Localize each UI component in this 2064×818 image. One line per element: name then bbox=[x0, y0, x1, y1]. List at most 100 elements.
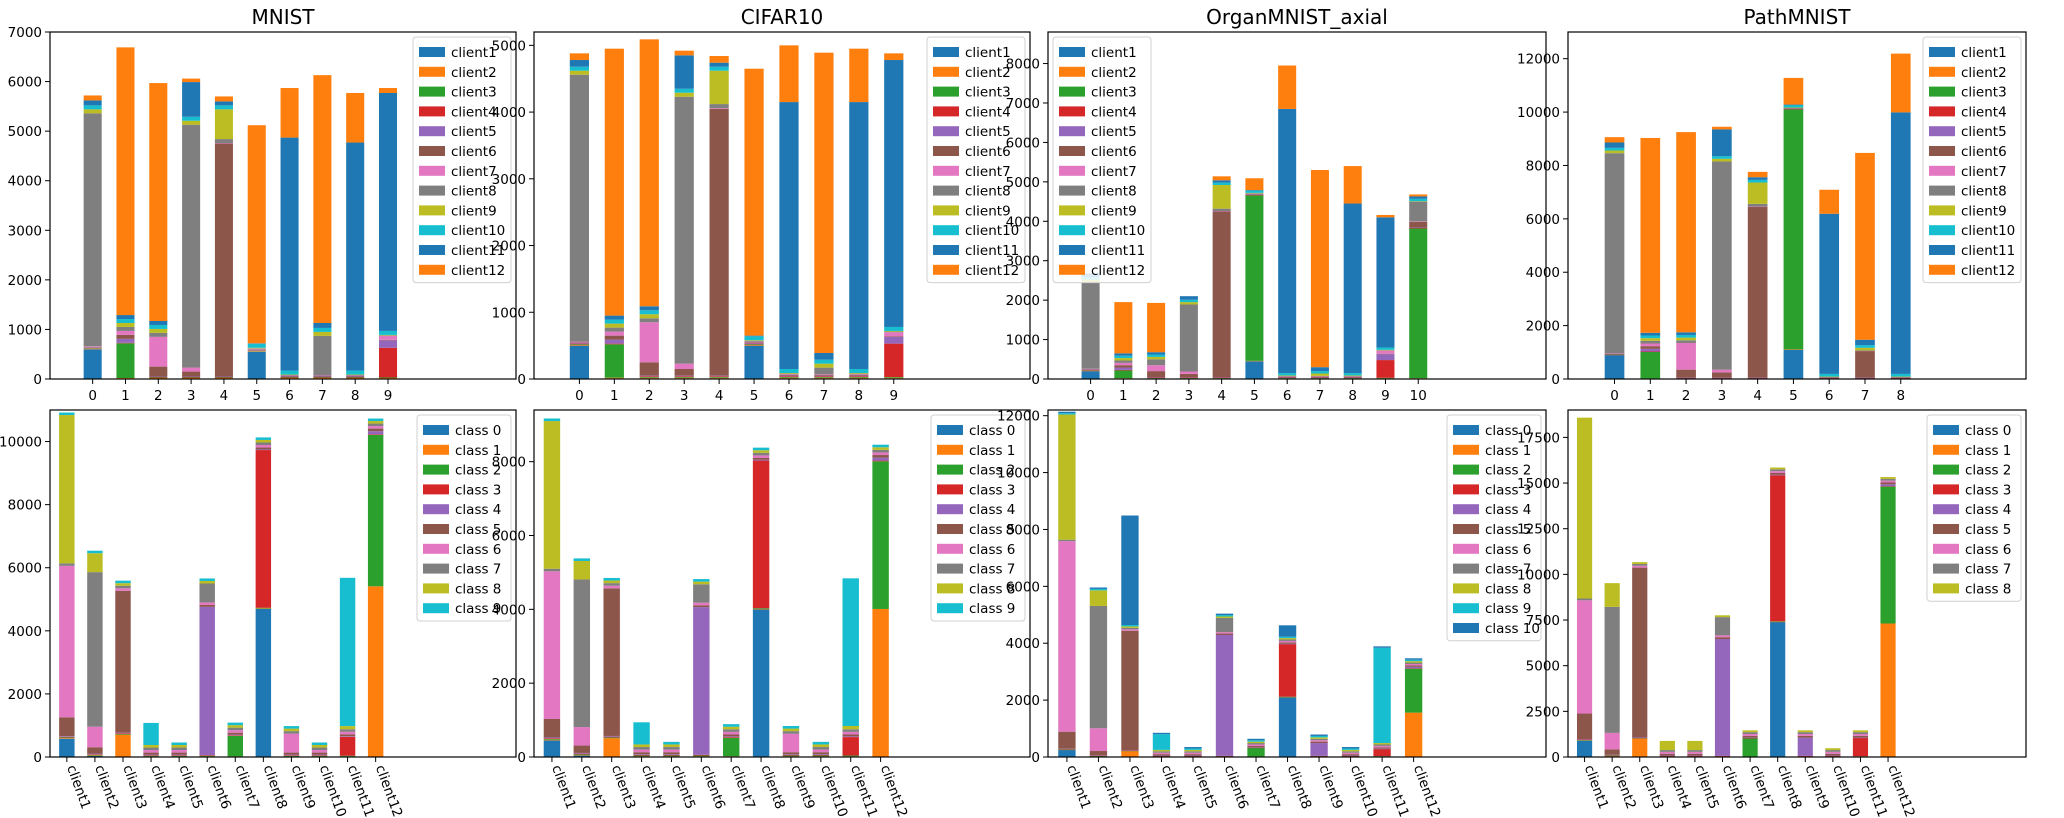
bar-segment bbox=[1310, 755, 1328, 757]
bar-segment bbox=[1212, 211, 1231, 212]
legend-label: client9 bbox=[1091, 203, 1137, 219]
bar-segment bbox=[1676, 337, 1696, 341]
bar-segment bbox=[1404, 712, 1423, 757]
plot-frame bbox=[1567, 31, 2027, 380]
bar-segment bbox=[83, 346, 102, 348]
bar-segment bbox=[1409, 194, 1428, 197]
x-tick-label: 8 bbox=[1896, 388, 1905, 404]
legend-label: client12 bbox=[451, 263, 505, 279]
bar-segment bbox=[83, 347, 102, 348]
bar-segment bbox=[1632, 738, 1648, 757]
bar-segment bbox=[674, 363, 694, 369]
x-tick-label: 2 bbox=[1682, 388, 1691, 404]
legend-swatch bbox=[1933, 464, 1959, 475]
bar-segment bbox=[1341, 755, 1360, 757]
legend-label: client5 bbox=[965, 124, 1011, 140]
bar-segment bbox=[812, 754, 830, 756]
bar-segment bbox=[1783, 109, 1804, 350]
bar-segment bbox=[1215, 633, 1234, 635]
legend-swatch bbox=[933, 106, 959, 117]
bar-segment bbox=[1245, 193, 1264, 194]
bar-segment bbox=[779, 375, 799, 377]
legend: class 0 class 1 class 2 class 3 class 4 class… bbox=[416, 414, 512, 622]
legend-swatch bbox=[419, 146, 445, 156]
legend-label: client3 bbox=[1961, 85, 2007, 101]
bar-segment bbox=[378, 347, 398, 378]
y-tick-label: 12000 bbox=[997, 409, 1040, 425]
bar-segment bbox=[1152, 751, 1171, 753]
bar-segment bbox=[182, 124, 201, 368]
legend-swatch bbox=[933, 86, 959, 97]
bar-segment bbox=[227, 725, 243, 728]
bar-segment bbox=[367, 428, 384, 432]
bar-segment bbox=[283, 728, 300, 732]
bar-segment bbox=[1783, 108, 1804, 110]
legend-label: class 7 bbox=[969, 562, 1015, 578]
bar-segment bbox=[543, 418, 561, 422]
bar-segment bbox=[842, 737, 859, 756]
bar-segment bbox=[1404, 661, 1423, 663]
legend-label: class 6 bbox=[969, 542, 1015, 558]
bar-segment bbox=[1376, 350, 1395, 354]
bar-segment bbox=[214, 377, 233, 379]
bar-segment bbox=[1783, 77, 1804, 105]
y-tick-label: 2000 bbox=[8, 273, 42, 289]
bar-segment bbox=[1409, 227, 1428, 229]
legend-label: client1 bbox=[965, 45, 1011, 61]
bar-segment bbox=[1880, 477, 1896, 479]
bar-segment bbox=[1659, 750, 1675, 752]
x-tick-label: 0 bbox=[1086, 388, 1095, 404]
bar-segment bbox=[1247, 738, 1265, 741]
bar-segment bbox=[1310, 367, 1329, 372]
bar-segment bbox=[1632, 563, 1648, 566]
bar-segment bbox=[639, 318, 659, 323]
bar-segment bbox=[59, 717, 75, 737]
bar-segment bbox=[849, 374, 869, 375]
x-tick-label: client4 bbox=[1664, 763, 1695, 811]
bar-segment bbox=[1179, 296, 1198, 300]
bar-segment bbox=[639, 39, 659, 307]
x-tick-label: client3 bbox=[119, 763, 150, 811]
bar-segment bbox=[367, 421, 384, 424]
bar-segment bbox=[1819, 377, 1840, 379]
bar-segment bbox=[83, 347, 102, 349]
chart-title: PathMNIST bbox=[1744, 5, 1852, 29]
legend-swatch bbox=[933, 66, 959, 77]
bar-segment bbox=[1247, 747, 1265, 748]
bar-segment bbox=[87, 747, 103, 754]
bar-segment bbox=[744, 341, 764, 343]
y-tick-label: 2000 bbox=[1526, 319, 1560, 335]
x-tick-label: client6 bbox=[1221, 763, 1252, 811]
legend-label: class 8 bbox=[1965, 581, 2011, 597]
bar-segment bbox=[1604, 150, 1625, 154]
chart-panel: 0200040006000800010000client1client2clie… bbox=[0, 409, 517, 818]
bar-segment bbox=[116, 338, 135, 343]
bar-segment bbox=[569, 342, 590, 343]
bar-segment bbox=[255, 439, 272, 443]
legend-swatch bbox=[1933, 524, 1959, 534]
bar-segment bbox=[709, 66, 729, 71]
bar-segment bbox=[1712, 126, 1732, 130]
legend-label: client2 bbox=[451, 65, 497, 81]
bar-segment bbox=[1114, 360, 1133, 363]
bar-segment bbox=[115, 732, 131, 734]
x-tick-label: 4 bbox=[1217, 388, 1226, 404]
bar-segment bbox=[313, 322, 332, 328]
bar-segment bbox=[603, 737, 620, 739]
bar-segment bbox=[1081, 371, 1100, 379]
bar-segment bbox=[311, 745, 328, 748]
bar-segment bbox=[199, 755, 215, 757]
x-tick-label: 7 bbox=[318, 388, 327, 404]
bar-segment bbox=[814, 375, 834, 376]
bar-segment bbox=[339, 736, 356, 737]
legend-label: client1 bbox=[1961, 45, 2007, 61]
bar-segment bbox=[1747, 182, 1768, 204]
y-tick-label: 7500 bbox=[1526, 613, 1560, 629]
bar-segment bbox=[227, 722, 243, 726]
bar-segment bbox=[378, 377, 398, 379]
bar-segment bbox=[1147, 354, 1166, 357]
bar-segment bbox=[709, 375, 729, 377]
bar-segment bbox=[367, 586, 384, 757]
x-tick-label: 3 bbox=[1718, 388, 1727, 404]
y-tick-label: 0 bbox=[517, 750, 526, 766]
